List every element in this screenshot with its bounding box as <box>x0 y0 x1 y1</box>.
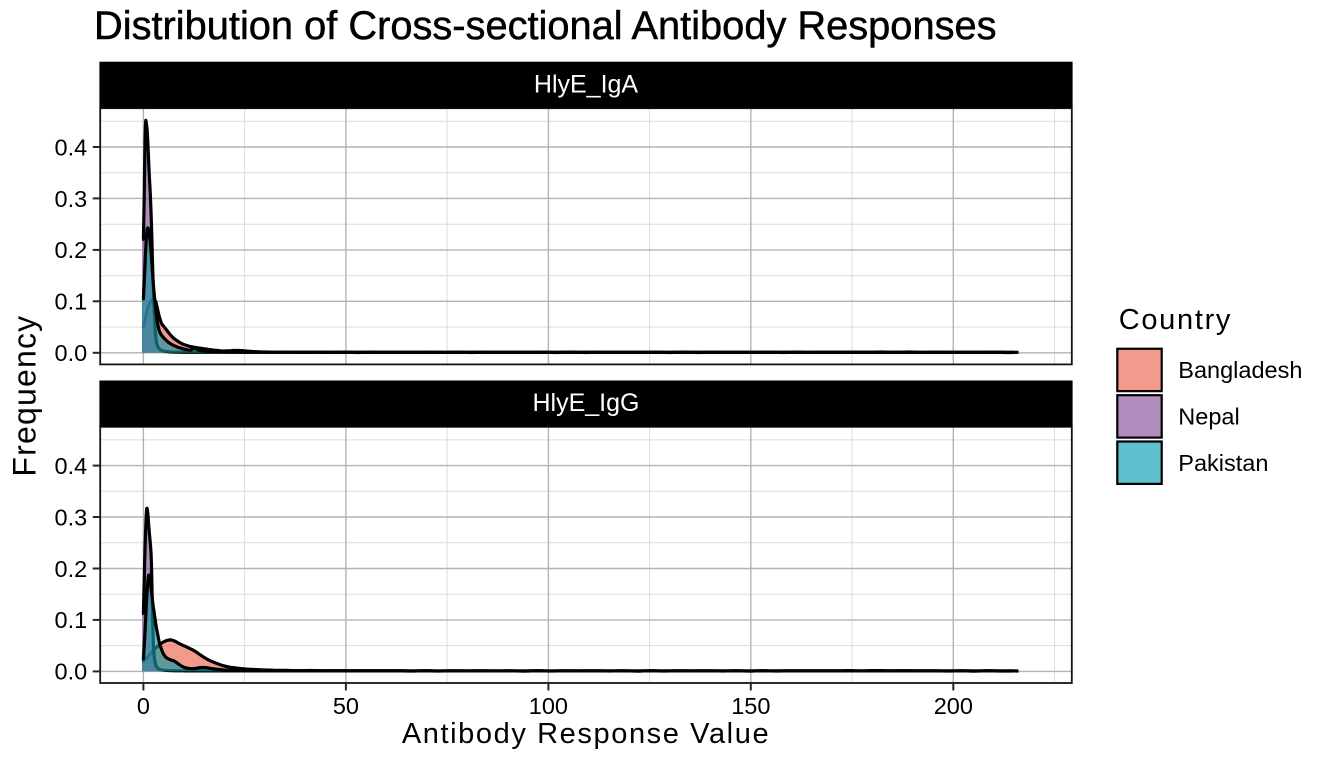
svg-text:0.4: 0.4 <box>55 453 88 479</box>
svg-text:150: 150 <box>731 693 770 719</box>
svg-text:Nepal: Nepal <box>1178 404 1239 430</box>
svg-text:0.2: 0.2 <box>55 237 88 263</box>
svg-text:Frequency: Frequency <box>7 315 43 477</box>
svg-text:0.0: 0.0 <box>55 340 88 366</box>
svg-text:Bangladesh: Bangladesh <box>1178 357 1302 383</box>
svg-text:0.1: 0.1 <box>55 607 88 633</box>
svg-text:0.4: 0.4 <box>55 134 88 160</box>
svg-text:0.0: 0.0 <box>55 659 88 685</box>
svg-text:HlyE_IgG: HlyE_IgG <box>533 389 640 417</box>
svg-text:HlyE_IgA: HlyE_IgA <box>534 71 639 99</box>
svg-text:0.3: 0.3 <box>55 504 88 530</box>
svg-text:Country: Country <box>1119 304 1232 336</box>
svg-text:0.1: 0.1 <box>55 289 88 315</box>
svg-text:Antibody Response Value: Antibody Response Value <box>402 718 770 750</box>
svg-text:100: 100 <box>529 693 568 719</box>
svg-text:200: 200 <box>934 693 973 719</box>
svg-text:0: 0 <box>137 693 150 719</box>
svg-text:50: 50 <box>333 693 359 719</box>
svg-text:Distribution of Cross-sectiona: Distribution of Cross-sectional Antibody… <box>94 4 997 48</box>
svg-text:0.3: 0.3 <box>55 186 88 212</box>
svg-text:0.2: 0.2 <box>55 556 88 582</box>
svg-text:Pakistan: Pakistan <box>1178 450 1268 476</box>
